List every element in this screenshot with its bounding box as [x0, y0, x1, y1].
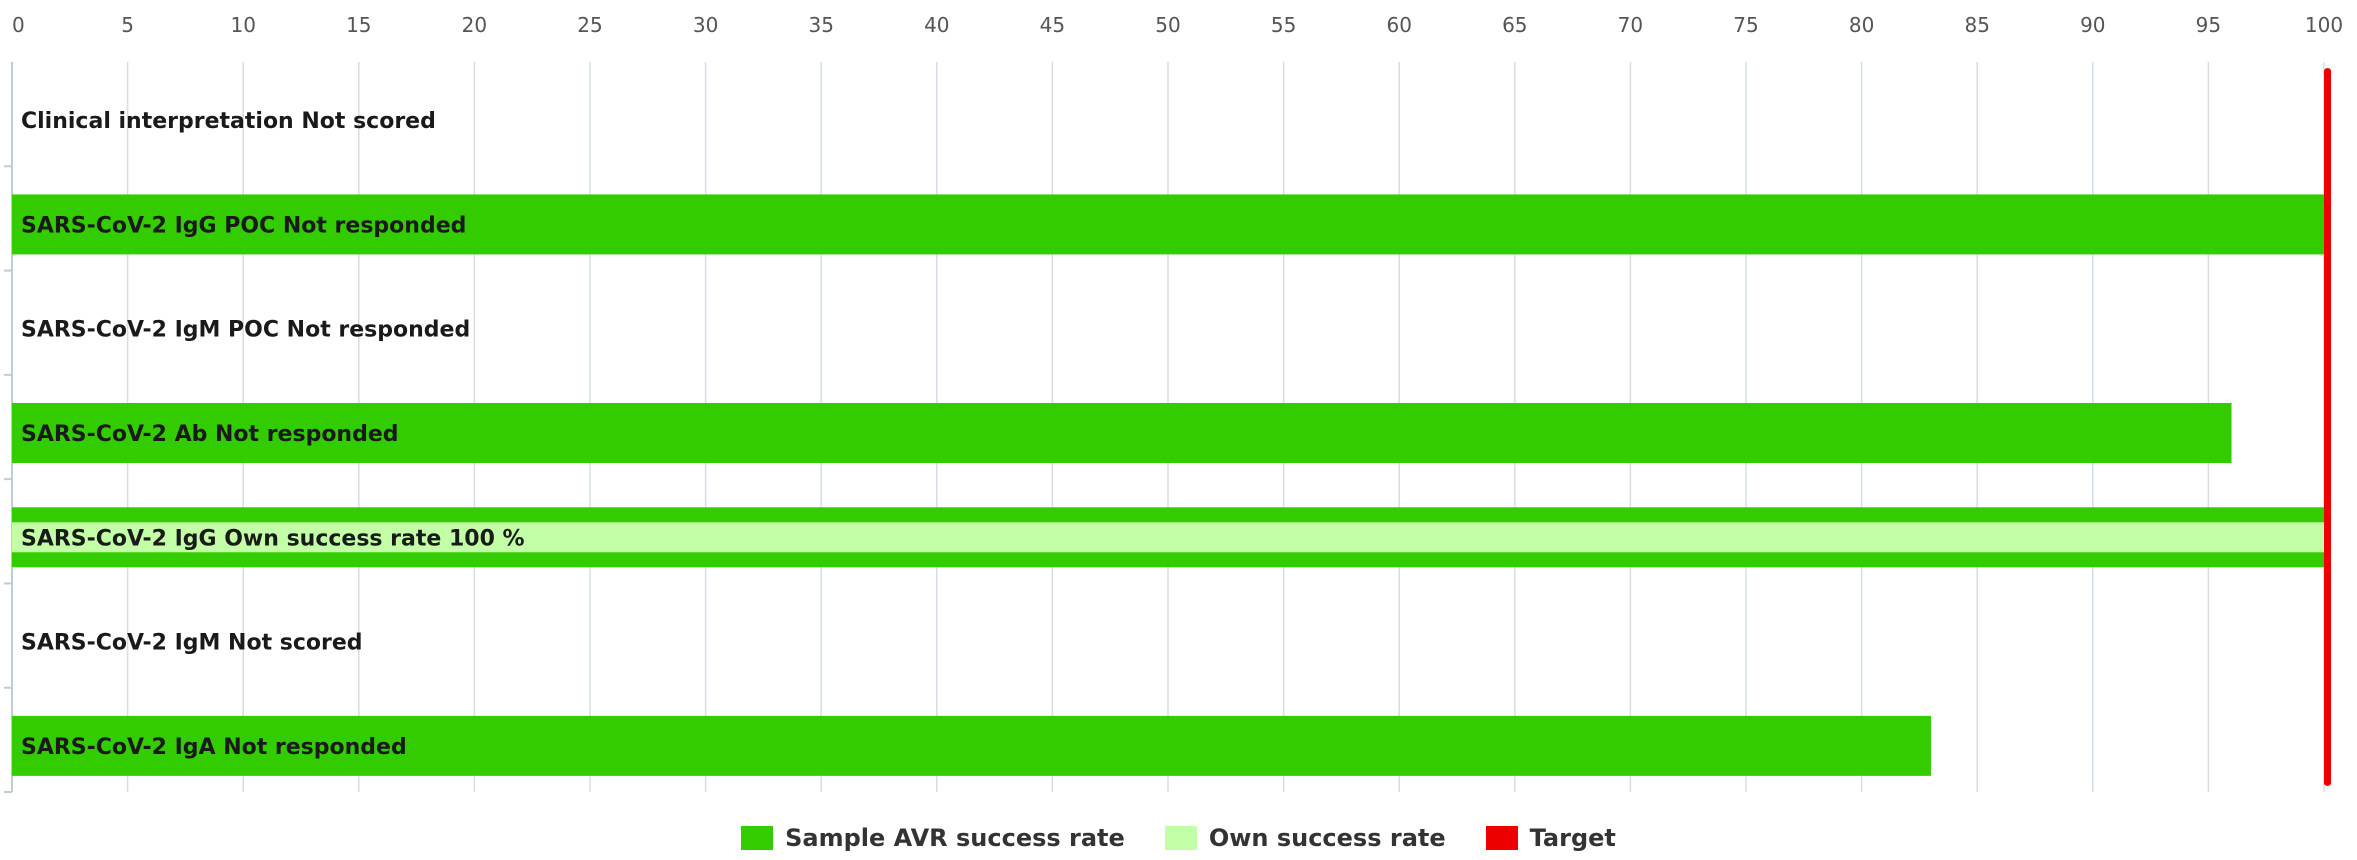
x-tick-label: 70: [1618, 13, 1643, 37]
x-tick-label: 60: [1386, 13, 1411, 37]
legend-item-sample-avr[interactable]: Sample AVR success rate: [741, 824, 1125, 852]
legend-swatch-own-success: [1164, 826, 1197, 850]
legend-swatch-target: [1485, 826, 1518, 850]
x-tick-label: 30: [693, 13, 718, 37]
x-tick-label: 100: [2305, 13, 2343, 37]
bar-own-success[interactable]: [12, 522, 2324, 553]
bar-label: Clinical interpretation Not scored: [21, 109, 436, 134]
bar-sample-avr[interactable]: [12, 194, 2324, 255]
legend-label-own-success: Own success rate: [1208, 824, 1446, 852]
legend-item-target[interactable]: Target: [1485, 824, 1616, 852]
bar-sample-avr[interactable]: [12, 403, 2232, 463]
bar-label: SARS-CoV-2 Ab Not responded: [21, 422, 399, 447]
x-tick-label: 5: [121, 13, 134, 37]
x-tick-label: 10: [230, 13, 255, 37]
x-tick-label: 45: [1040, 13, 1065, 37]
legend-item-own-success[interactable]: Own success rate: [1164, 824, 1446, 852]
x-tick-label: 40: [924, 13, 949, 37]
x-tick-label: 55: [1271, 13, 1296, 37]
legend-swatch-sample-avr: [741, 826, 774, 850]
x-tick-label: 85: [1964, 13, 1989, 37]
x-tick-label: 95: [2196, 13, 2221, 37]
bar-label: SARS-CoV-2 IgM POC Not responded: [21, 318, 470, 343]
bar-sample-avr[interactable]: [12, 715, 1931, 776]
x-tick-label: 80: [1849, 13, 1874, 37]
x-tick-label: 25: [577, 13, 602, 37]
legend-label-sample-avr: Sample AVR success rate: [785, 824, 1125, 852]
x-tick-label: 50: [1155, 13, 1180, 37]
x-tick-label: 90: [2080, 13, 2105, 37]
bar-chart: 0 5 10 15 20 25 30 35 40 45 50 55 60 65 70 75 80 85 90 95 10…: [4, 13, 2343, 793]
x-axis-ticks: 0 5 10 15 20 25 30 35 40 45 50 55 60 65 70 75 80 85 90 95 10…: [12, 13, 2343, 37]
x-tick-label: 0: [12, 13, 25, 37]
bar-label: SARS-CoV-2 IgM Not scored: [21, 631, 363, 656]
x-tick-label: 20: [462, 13, 487, 37]
legend-label-target: Target: [1529, 824, 1616, 852]
bar-label: SARS-CoV-2 IgG Own success rate 100 %: [21, 526, 525, 551]
bar-label: SARS-CoV-2 IgA Not responded: [21, 735, 407, 760]
bar-labels: Clinical interpretation Not scored SARS-C…: [21, 109, 525, 760]
bars: [12, 194, 2324, 776]
x-tick-label: 15: [346, 13, 371, 37]
bar-label: SARS-CoV-2 IgG POC Not responded: [21, 213, 466, 238]
target-marker: [2324, 68, 2331, 786]
x-tick-label: 75: [1733, 13, 1758, 37]
target-line: [2324, 68, 2331, 786]
x-tick-label: 65: [1502, 13, 1527, 37]
legend: Sample AVR success rate Own success rate…: [0, 818, 2357, 858]
x-tick-label: 35: [808, 13, 833, 37]
